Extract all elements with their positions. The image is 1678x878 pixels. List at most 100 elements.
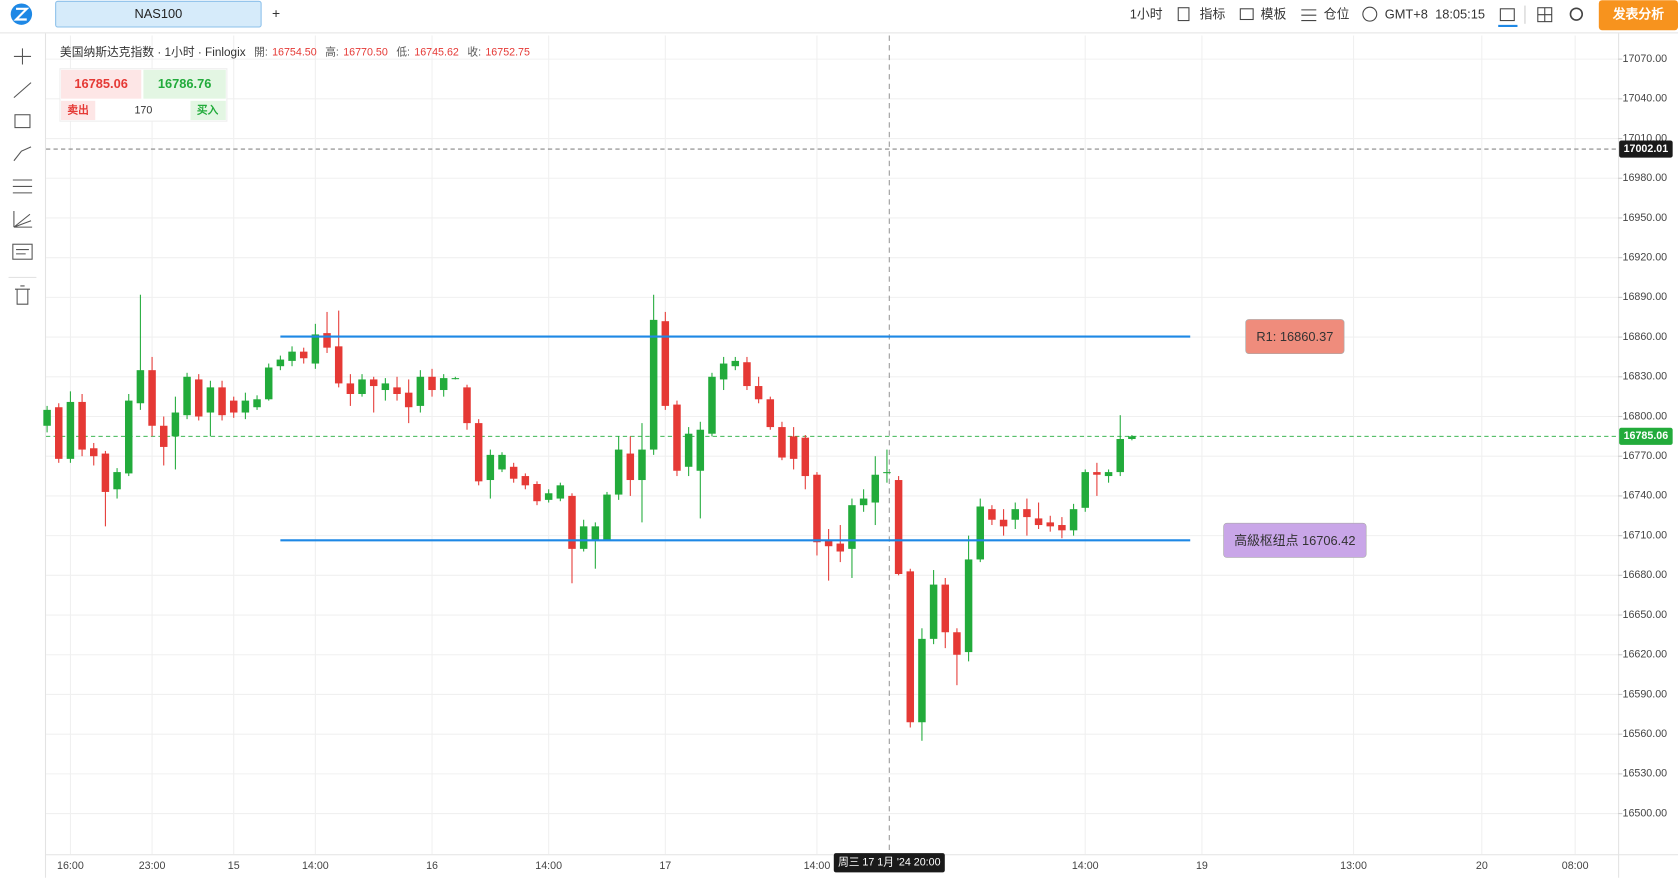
sell-price: 16785.06 (74, 76, 128, 91)
y-tick-label: 16770.00 (1623, 450, 1668, 462)
level-label-box (1245, 319, 1345, 355)
y-tick-label: 16980.00 (1623, 172, 1668, 184)
fan-tool[interactable] (13, 211, 33, 228)
text-tool[interactable] (12, 243, 33, 260)
candle-body (918, 638, 926, 723)
plot: 16500.00 16530.00 16560.00 16590.00 16620.00… (43, 35, 1673, 873)
candle-body (766, 399, 775, 428)
price-marker (1619, 427, 1673, 445)
candle-body (89, 448, 98, 457)
clock: 18:05:15 (1435, 7, 1485, 22)
candle-body (194, 379, 203, 417)
candle-body (101, 453, 110, 492)
candle-body (486, 454, 495, 481)
sell-price-box[interactable] (60, 69, 142, 99)
candle-body (124, 400, 133, 474)
candle-body (836, 543, 845, 552)
sell-button[interactable] (60, 100, 96, 121)
candle-body (789, 436, 798, 459)
indicators-icon (1177, 7, 1190, 22)
x-tick-label: 14:00 (1072, 860, 1099, 872)
screenshot-icon[interactable] (1499, 8, 1515, 22)
level-label: R1: 16860.37 (1256, 329, 1333, 344)
positions[interactable]: 仓位 (1324, 7, 1350, 22)
y-tick-label: 16530.00 (1623, 768, 1668, 780)
templates-icon (1239, 8, 1254, 21)
ohlc-label: 開: (254, 47, 268, 59)
candle-body (416, 376, 425, 406)
level-label: 高級枢纽点 16706.42 (1234, 533, 1355, 548)
settings-icon[interactable] (1569, 7, 1584, 21)
delete-tool[interactable] (14, 285, 30, 305)
candle-body (859, 498, 868, 506)
y-tick-label: 16620.00 (1623, 649, 1668, 661)
y-tick-label: 16830.00 (1623, 371, 1668, 383)
x-tick-label: 16:00 (57, 860, 84, 872)
x-tick-label: 15 (228, 860, 240, 872)
volume[interactable]: 170 (134, 104, 152, 116)
candle-body (906, 571, 915, 723)
x-tick-label: 14:00 (302, 860, 329, 872)
path-tool[interactable] (13, 146, 32, 162)
candle-body (509, 466, 518, 479)
candle-body (43, 409, 51, 426)
candle-body (824, 540, 833, 547)
candle-body (626, 453, 635, 481)
candle-body (369, 379, 378, 387)
tab-label: NAS100 (134, 6, 182, 21)
add-tab[interactable]: + (272, 5, 280, 21)
candle-body (614, 449, 623, 495)
candle-body (743, 362, 751, 387)
candle-body (66, 401, 75, 459)
candle-body (1058, 525, 1066, 531)
candle-body (229, 400, 238, 413)
candle-body (276, 359, 285, 367)
chart-title: 美国纳斯达克指数 · 1小时 · Finlogix (60, 45, 246, 59)
candle-body (964, 559, 973, 653)
candle-body (113, 472, 121, 490)
candle-body (148, 370, 156, 426)
x-tick-label: 16 (426, 860, 438, 872)
candle-body (929, 584, 938, 639)
interval[interactable]: 1小时 (1130, 7, 1163, 22)
candle-body (941, 584, 950, 633)
candle-body (976, 506, 985, 560)
candle-body (1034, 518, 1043, 526)
candle-body (323, 333, 331, 348)
symbol-tab[interactable] (55, 0, 262, 28)
timezone[interactable]: GMT+8 (1385, 7, 1428, 22)
publish-label: 发表分析 (1612, 7, 1664, 22)
candle-body (556, 485, 565, 499)
crosshair-tool[interactable] (13, 48, 32, 65)
candle-body (673, 404, 681, 471)
top-bar (0, 0, 1678, 33)
buy-price-box[interactable] (143, 69, 226, 99)
x-tick-label: 08:00 (1562, 860, 1589, 872)
rect-tool[interactable] (14, 114, 31, 129)
indicators[interactable]: 指标 (1200, 7, 1226, 22)
y-tick-label: 17070.00 (1623, 53, 1668, 65)
candle-body (498, 454, 506, 470)
x-tick-label: 14:00 (535, 860, 562, 872)
publish-button[interactable] (1598, 0, 1678, 31)
candle-body (638, 449, 646, 481)
templates[interactable]: 模板 (1261, 7, 1287, 22)
x-tick-label: 19 (1196, 860, 1208, 872)
candle-body (346, 383, 355, 394)
candle-body (533, 483, 541, 502)
y-tick-label: 16890.00 (1623, 291, 1668, 303)
candle-body (393, 387, 401, 394)
candle-body (299, 351, 308, 359)
candle-body (579, 526, 588, 549)
fib-tool[interactable] (12, 179, 33, 194)
x-tick-label: 17 (659, 860, 671, 872)
line-tool[interactable] (13, 82, 32, 99)
candle-body (1116, 438, 1124, 473)
y-tick-label: 16560.00 (1623, 728, 1668, 740)
candle-body (241, 400, 250, 413)
candle-body (171, 412, 180, 437)
text-tool-lines (16, 249, 29, 255)
buy-button[interactable] (190, 100, 226, 121)
